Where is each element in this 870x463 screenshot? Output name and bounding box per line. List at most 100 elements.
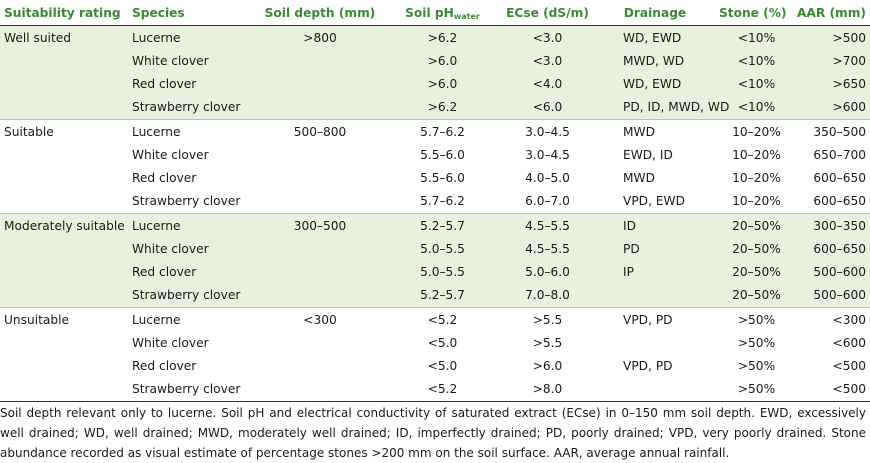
cell-stone: <10% [715, 72, 790, 96]
cell-aar: 350–500 [813, 124, 866, 139]
cell-stone: 20–50% [715, 283, 790, 308]
cell-drainage: MWD [623, 124, 655, 139]
cell-soil-depth [255, 331, 385, 354]
cell-stone: >50% [737, 359, 776, 374]
cell-suitability-rating [0, 283, 128, 308]
cell-suitability-rating [0, 189, 128, 214]
cell-suitability-rating [0, 143, 128, 166]
cell-stone: 20–50% [715, 237, 790, 261]
header-aar: AAR (mm) [790, 0, 870, 26]
cell-soil-depth [255, 237, 385, 261]
cell-species: White clover [132, 147, 209, 162]
cell-stone: 20–50% [715, 260, 790, 284]
header-species: Species [128, 0, 255, 26]
cell-soil-ph: 5.2–5.7 [385, 213, 500, 238]
cell-soil-depth [255, 143, 385, 166]
header-soil-ph-sub: water [453, 11, 480, 21]
table-row: White clover >6.0 <3.0 MWD, WD <10% >700 [0, 49, 870, 73]
cell-suitability-rating [0, 72, 128, 96]
cell-drainage: VPD, EWD [595, 189, 715, 214]
cell-soil-depth: 300–500 [255, 213, 385, 238]
cell-aar: 300–350 [790, 213, 870, 238]
cell-drainage: MWD, WD [595, 49, 715, 73]
cell-ecse: 5.0–6.0 [500, 260, 595, 284]
cell-drainage [595, 283, 715, 308]
cell-soil-ph: >6.0 [385, 49, 500, 73]
cell-ecse: <4.0 [500, 72, 595, 96]
cell-species: Strawberry clover [128, 377, 255, 402]
cell-aar: 600–650 [790, 237, 870, 261]
cell-drainage: WD, EWD [595, 72, 715, 96]
cell-ecse: 3.0–4.5 [525, 124, 570, 139]
cell-soil-depth [255, 189, 385, 214]
cell-species: Strawberry clover [128, 189, 255, 214]
cell-aar: 650–700 [813, 147, 866, 162]
header-soil-depth: Soil depth (mm) [255, 0, 385, 26]
table-row: White clover <5.0 >5.5 >50% <600 [0, 331, 870, 354]
cell-soil-depth [255, 95, 385, 120]
header-soil-ph: Soil pHwater [385, 0, 500, 26]
cell-suitability-rating [0, 377, 128, 402]
table-row: Strawberry clover 5.2–5.7 7.0–8.0 20–50% 500… [0, 283, 870, 308]
cell-suitability-rating [0, 49, 128, 73]
cell-soil-ph: 5.7–6.2 [420, 124, 465, 139]
cell-drainage: WD, EWD [595, 25, 715, 50]
cell-soil-ph: >6.2 [385, 25, 500, 50]
cell-drainage: EWD, ID [623, 147, 673, 162]
cell-ecse: >6.0 [532, 359, 563, 374]
cell-soil-depth [255, 355, 385, 378]
cell-soil-depth [255, 260, 385, 284]
cell-suitability-rating [0, 355, 128, 378]
cell-stone: 10–20% [732, 171, 781, 186]
cell-suitability-rating [0, 237, 128, 261]
cell-ecse: >5.5 [532, 335, 563, 350]
table-row: Strawberry clover <5.2 >8.0 >50% <500 [0, 377, 870, 402]
cell-species: Red clover [128, 260, 255, 284]
cell-stone: 10–20% [732, 147, 781, 162]
cell-ecse: <3.0 [500, 49, 595, 73]
cell-aar: >700 [790, 49, 870, 73]
cell-aar: >650 [790, 72, 870, 96]
cell-species: White clover [132, 335, 209, 350]
table-row: Suitable Lucerne 500–800 5.7–6.2 3.0–4.5 MWD 1… [0, 120, 870, 144]
cell-soil-depth [255, 377, 385, 402]
table-body: Well suited Lucerne >800 >6.2 <3.0 WD, EWD <10… [0, 25, 870, 402]
cell-ecse: 3.0–4.5 [525, 147, 570, 162]
cell-soil-depth: 500–800 [293, 124, 347, 139]
cell-drainage: MWD [623, 171, 655, 186]
cell-suitability-rating: Well suited [0, 25, 128, 50]
cell-aar: <500 [790, 377, 870, 402]
cell-species: Lucerne [128, 213, 255, 238]
cell-stone: <10% [715, 95, 790, 120]
cell-ecse: 4.0–5.0 [525, 171, 570, 186]
cell-species: Strawberry clover [128, 95, 255, 120]
cell-drainage: ID [595, 213, 715, 238]
header-suitability-rating: Suitability rating [0, 0, 128, 26]
table-row: Moderately suitable Lucerne 300–500 5.2–5.7… [0, 213, 870, 238]
cell-stone: 20–50% [715, 213, 790, 238]
cell-ecse: 4.5–5.5 [500, 213, 595, 238]
cell-suitability-rating [0, 167, 128, 190]
cell-species: Red clover [132, 359, 197, 374]
cell-ecse: 4.5–5.5 [500, 237, 595, 261]
cell-aar: >500 [790, 25, 870, 50]
cell-drainage: PD [595, 237, 715, 261]
cell-drainage: VPD, PD [623, 359, 673, 374]
header-drainage: Drainage [595, 0, 715, 26]
cell-species: Lucerne [132, 124, 181, 139]
cell-soil-ph: <5.2 [427, 312, 458, 327]
header-soil-ph-main: Soil pH [405, 5, 454, 20]
cell-suitability-rating: Moderately suitable [0, 213, 128, 238]
cell-ecse: >5.5 [532, 312, 563, 327]
cell-ecse: <3.0 [500, 25, 595, 50]
cell-drainage [595, 331, 715, 354]
cell-stone: <10% [715, 25, 790, 50]
suitability-table: Suitability rating Species Soil depth (m… [0, 0, 870, 402]
cell-soil-depth [255, 72, 385, 96]
cell-soil-depth [255, 167, 385, 190]
cell-aar: <300 [832, 312, 866, 327]
cell-soil-ph: >6.2 [385, 95, 500, 120]
cell-soil-depth [255, 283, 385, 308]
cell-suitability-rating: Suitable [4, 124, 54, 139]
